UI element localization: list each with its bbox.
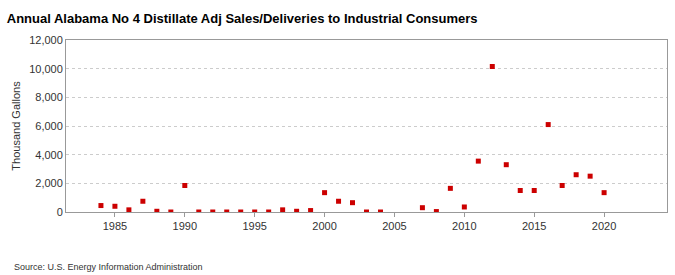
- svg-text:2015: 2015: [522, 220, 546, 232]
- svg-text:2010: 2010: [452, 220, 476, 232]
- svg-text:Thousand Gallons: Thousand Gallons: [10, 81, 22, 171]
- svg-text:1985: 1985: [103, 220, 127, 232]
- svg-text:8,000: 8,000: [35, 91, 63, 103]
- svg-text:0: 0: [57, 206, 63, 218]
- svg-text:Annual Alabama No 4 Distillate: Annual Alabama No 4 Distillate Adj Sales…: [7, 11, 478, 26]
- svg-text:1995: 1995: [242, 220, 266, 232]
- svg-text:Source: U.S. Energy Informatio: Source: U.S. Energy Information Administ…: [14, 262, 203, 272]
- svg-text:2005: 2005: [382, 220, 406, 232]
- svg-text:12,000: 12,000: [29, 34, 63, 46]
- svg-text:10,000: 10,000: [29, 63, 63, 75]
- svg-text:2,000: 2,000: [35, 177, 63, 189]
- svg-text:6,000: 6,000: [35, 120, 63, 132]
- svg-text:2000: 2000: [312, 220, 336, 232]
- svg-text:1990: 1990: [173, 220, 197, 232]
- svg-text:4,000: 4,000: [35, 149, 63, 161]
- svg-text:2020: 2020: [592, 220, 616, 232]
